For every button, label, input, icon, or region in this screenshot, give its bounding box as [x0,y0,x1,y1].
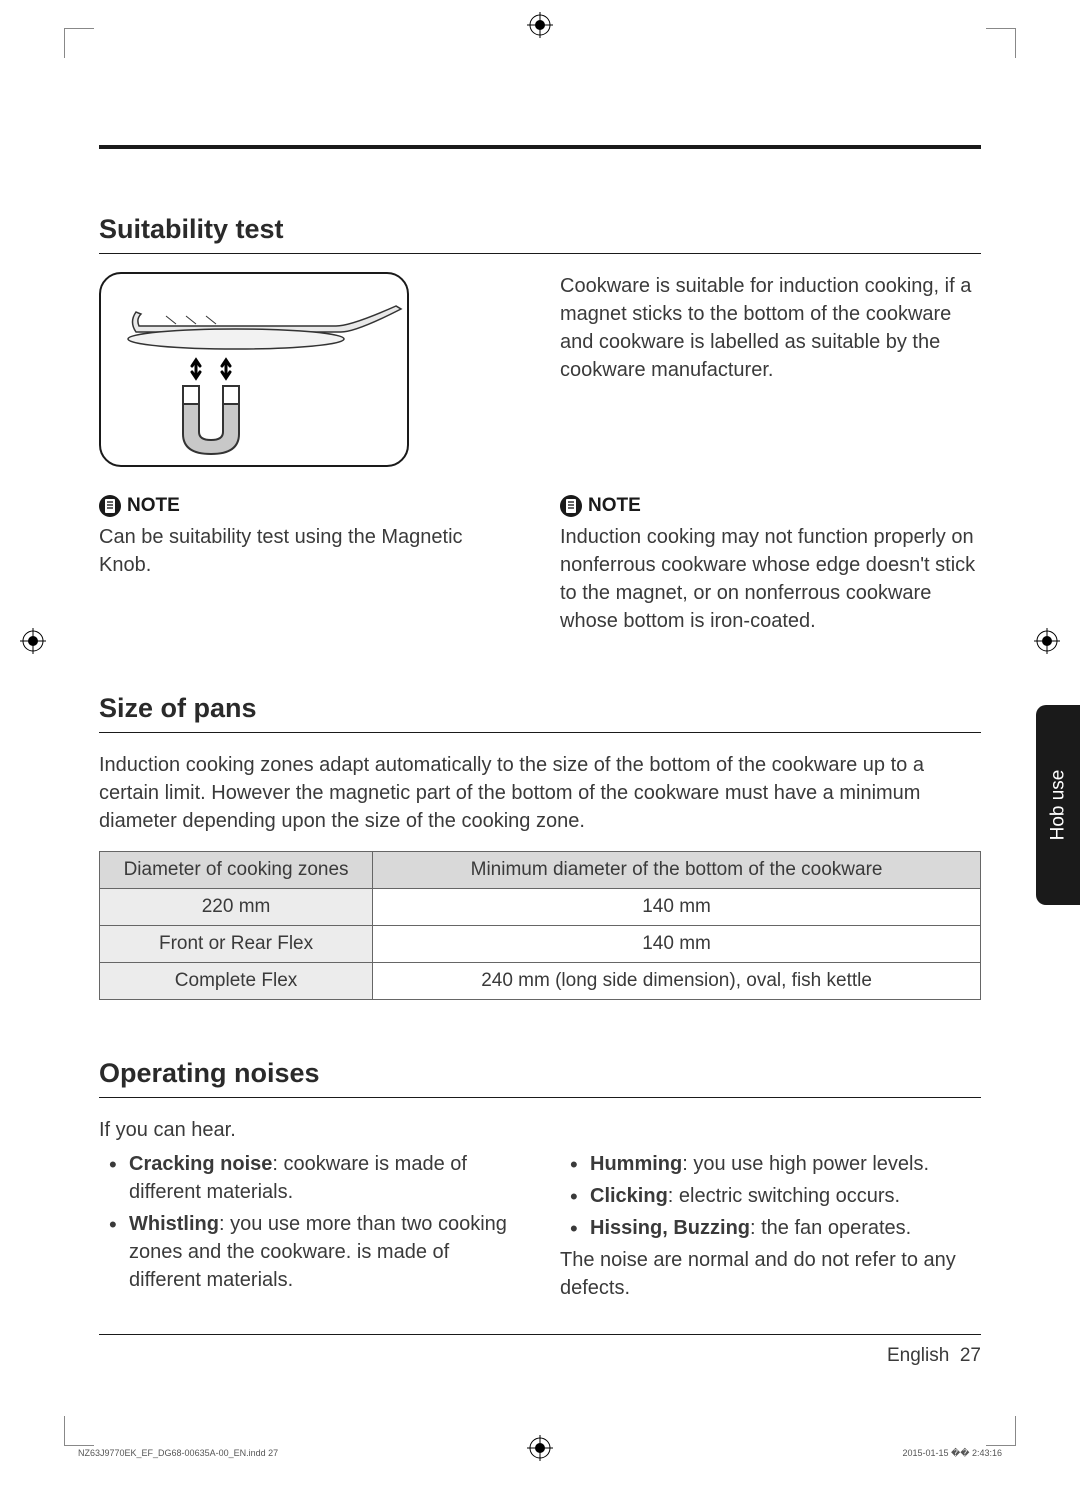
note-left-col: NOTE Can be suitability test using the M… [99,495,520,635]
noises-columns: Cracking noise: cookware is made of diff… [99,1144,981,1302]
print-filename: NZ63J9770EK_EF_DG68-00635A-00_EN.indd 27 [78,1448,278,1459]
table-cell: Complete Flex [100,963,373,1000]
page-number: 27 [960,1345,981,1366]
noise-term: Whistling [129,1213,219,1235]
noise-term: Hissing, Buzzing [590,1217,750,1239]
table-header-cell: Diameter of cooking zones [100,852,373,889]
page-content: Suitability test [99,145,981,1367]
size-section: Size of pans Induction cooking zones ada… [99,693,981,1000]
footer-lang: English [887,1345,949,1366]
table-row: 220 mm 140 mm [100,889,981,926]
noise-term: Cracking noise [129,1153,272,1175]
noise-term: Humming [590,1153,682,1175]
suitability-intro: Cookware is suitable for induction cooki… [560,272,981,384]
pan-magnet-illustration [99,272,409,467]
notes-row: NOTE Can be suitability test using the M… [99,495,981,635]
crop-mark-icon [64,28,94,58]
noises-lead: If you can hear. [99,1116,981,1144]
table-cell: 240 mm (long side dimension), oval, fish… [373,963,981,1000]
crop-mark-icon [64,1416,94,1446]
list-item: Whistling: you use more than two cooking… [99,1210,520,1294]
note-left-text: Can be suitability test using the Magnet… [99,523,520,579]
heading-size: Size of pans [99,693,981,733]
illustration-col [99,272,520,485]
table-cell: 220 mm [100,889,373,926]
noises-trailer: The noise are normal and do not refer to… [560,1246,981,1302]
heading-suitability: Suitability test [99,214,981,254]
suitability-row: Cookware is suitable for induction cooki… [99,272,981,485]
registration-mark-icon [527,12,553,38]
list-item: Hissing, Buzzing: the fan operates. [560,1214,981,1242]
note-label: NOTE [127,495,180,517]
noise-list-right: Humming: you use high power levels. Clic… [560,1150,981,1242]
table-cell: Front or Rear Flex [100,926,373,963]
note-header: NOTE [560,495,981,517]
noise-desc: : electric switching occurs. [668,1185,900,1207]
table-row: Front or Rear Flex 140 mm [100,926,981,963]
note-icon [99,495,121,517]
noise-list-left: Cracking noise: cookware is made of diff… [99,1150,520,1294]
noise-desc: : the fan operates. [750,1217,911,1239]
size-intro: Induction cooking zones adapt automatica… [99,751,981,835]
list-item: Clicking: electric switching occurs. [560,1182,981,1210]
top-rule [99,145,981,149]
note-right-text: Induction cooking may not function prope… [560,523,981,635]
list-item: Cracking noise: cookware is made of diff… [99,1150,520,1206]
note-header: NOTE [99,495,520,517]
intro-col: Cookware is suitable for induction cooki… [560,272,981,485]
footer: English 27 [99,1345,981,1367]
note-right-col: NOTE Induction cooking may not function … [560,495,981,635]
table-row: Complete Flex 240 mm (long side dimensio… [100,963,981,1000]
footer-rule [99,1334,981,1335]
table-cell: 140 mm [373,926,981,963]
list-item: Humming: you use high power levels. [560,1150,981,1178]
noise-desc: : you use high power levels. [682,1153,929,1175]
table-header-row: Diameter of cooking zones Minimum diamet… [100,852,981,889]
noises-right-col: Humming: you use high power levels. Clic… [560,1144,981,1302]
heading-noises: Operating noises [99,1058,981,1098]
crop-mark-icon [986,1416,1016,1446]
section-tab-label: Hob use [1047,770,1069,841]
noises-left-col: Cracking noise: cookware is made of diff… [99,1144,520,1302]
print-timestamp: 2015-01-15 �� 2:43:16 [902,1448,1002,1459]
note-label: NOTE [588,495,641,517]
crop-mark-icon [986,28,1016,58]
print-footer: NZ63J9770EK_EF_DG68-00635A-00_EN.indd 27… [78,1448,1002,1459]
note-icon [560,495,582,517]
registration-mark-icon [1034,628,1060,654]
registration-mark-icon [20,628,46,654]
noise-term: Clicking [590,1185,668,1207]
pan-size-table: Diameter of cooking zones Minimum diamet… [99,851,981,1000]
noises-section: Operating noises If you can hear. Cracki… [99,1058,981,1302]
table-cell: 140 mm [373,889,981,926]
section-tab: Hob use [1036,705,1080,905]
table-header-cell: Minimum diameter of the bottom of the co… [373,852,981,889]
